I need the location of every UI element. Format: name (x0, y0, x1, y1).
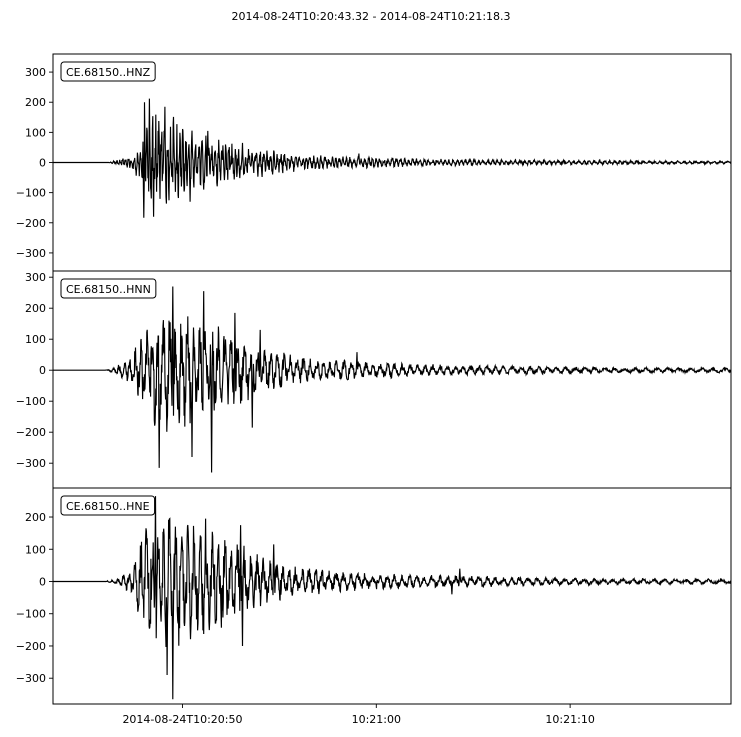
trace-label-box (60, 61, 156, 82)
time-axis: 2014-08-24T10:20:50 10:21:00 10:21:10 (122, 704, 595, 726)
x-tick-label: 2014-08-24T10:20:50 (122, 713, 242, 726)
y-tick-label: −100 (16, 187, 46, 200)
y-tick-label: 300 (25, 66, 46, 79)
y-tick-label: 300 (25, 271, 46, 284)
y-tick-label: −300 (16, 457, 46, 470)
trace-label: CE.68150..HNN (66, 283, 151, 296)
waveform-line (53, 496, 731, 700)
waveform-line (53, 98, 731, 218)
y-tick-label: 200 (25, 302, 46, 315)
y-tick-label: 100 (25, 126, 46, 139)
figure-title: 2014-08-24T10:20:43.32 - 2014-08-24T10:2… (231, 10, 510, 23)
y-tick-label: 200 (25, 511, 46, 524)
trace-panel: 200 100 0 −100 −200 −300 CE.68150..HNE (16, 487, 732, 705)
trace-panel: 300 200 100 0 −100 −200 −300 CE.68150..HNZ (16, 53, 732, 272)
panel-frame (52, 487, 732, 705)
trace-panel: 300 200 100 0 −100 −200 −300 CE.68150..HNN (16, 270, 732, 489)
y-tick-label: −100 (16, 395, 46, 408)
x-tick-label: 10:21:10 (545, 713, 594, 726)
y-tick-label: 0 (39, 364, 46, 377)
y-tick-label: −200 (16, 426, 46, 439)
y-tick-label: −300 (16, 247, 46, 260)
y-tick-label: 100 (25, 333, 46, 346)
trace-label-box (60, 495, 156, 516)
panel-frame (52, 270, 732, 489)
trace-label-box (60, 278, 157, 299)
y-tick-label: −200 (16, 217, 46, 230)
trace-label: CE.68150..HNE (66, 500, 150, 513)
y-tick-label: 100 (25, 543, 46, 556)
y-tick-label: −300 (16, 672, 46, 685)
y-tick-label: 0 (39, 575, 46, 588)
waveform-line (53, 286, 731, 473)
y-tick-label: 0 (39, 157, 46, 170)
trace-panels: 300 200 100 0 −100 −200 −300 CE.68150..HNZ 300 20… (16, 53, 732, 705)
x-tick-label: 10:21:00 (352, 713, 401, 726)
y-tick-label: 200 (25, 96, 46, 109)
trace-label: CE.68150..HNZ (66, 66, 151, 79)
y-tick-label: −100 (16, 608, 46, 621)
y-tick-label: −200 (16, 640, 46, 653)
